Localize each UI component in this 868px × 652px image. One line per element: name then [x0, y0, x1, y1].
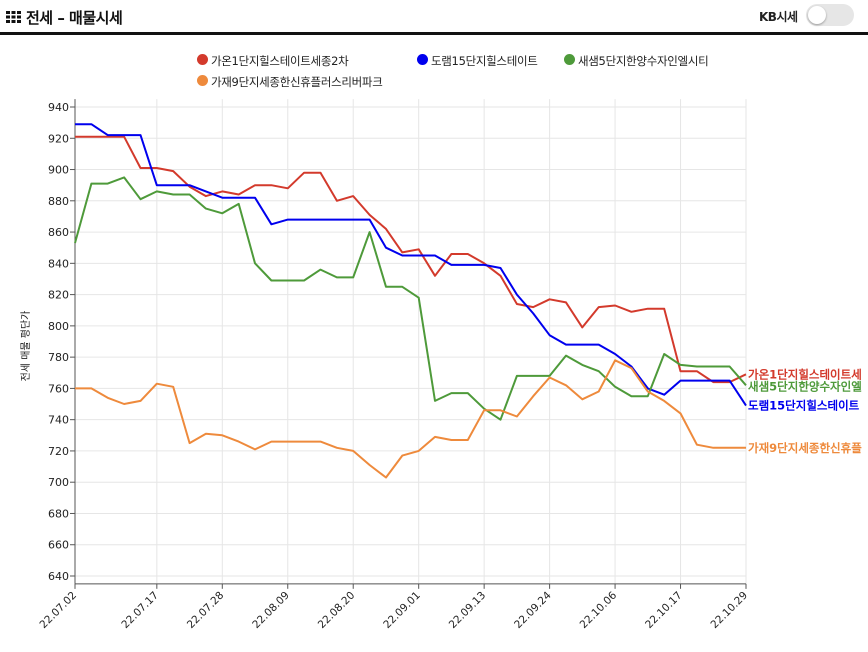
- y-tick-label: 800: [48, 320, 69, 333]
- series-end-label-4: 가재9단지세종한신휴플: [748, 441, 862, 455]
- y-tick-label: 680: [48, 507, 69, 520]
- x-tick-label: 22.08.09: [250, 589, 292, 631]
- page-title: 전세 – 매물시세: [26, 9, 123, 27]
- x-tick-label: 22.10.06: [578, 589, 620, 631]
- y-tick-label: 700: [48, 476, 69, 489]
- legend-dot: [197, 54, 208, 65]
- legend-dot: [417, 54, 428, 65]
- series-line-2: [75, 123, 747, 407]
- series-line-1: [75, 135, 747, 384]
- y-tick-label: 740: [48, 414, 69, 427]
- legend-dot: [564, 54, 575, 65]
- toggle-knob[interactable]: [808, 6, 826, 24]
- grid-icon: [6, 11, 21, 23]
- legend-label: 새샘5단지한양수자인엘시티: [578, 54, 709, 68]
- x-tick-label: 22.07.02: [38, 589, 80, 631]
- y-tick-label: 940: [48, 101, 69, 114]
- series-end-label-1: 가온1단지힐스테이트세: [748, 367, 862, 381]
- kb-price-toggle-label: KB시세: [759, 10, 798, 24]
- x-tick-label: 22.08.20: [316, 589, 358, 631]
- legend-label: 도램15단지힐스테이트: [431, 54, 538, 68]
- series-end-labels: 가온1단지힐스테이트세새샘5단지한양수자인엘도램15단지힐스테이트가재9단지세종…: [748, 367, 862, 454]
- x-tick-label: 22.07.17: [119, 589, 161, 631]
- series-end-label-3: 새샘5단지한양수자인엘: [748, 379, 862, 393]
- series-line-3: [74, 176, 747, 421]
- y-tick-label: 920: [48, 132, 69, 145]
- x-tick-label: 22.09.01: [381, 589, 423, 631]
- x-tick-label: 22.10.29: [709, 589, 751, 631]
- legend-dot: [197, 75, 208, 86]
- chart-legend: 가온1단지힐스테이트세종2차 도램15단지힐스테이트 새샘5단지한양수자인엘시티…: [0, 52, 868, 92]
- y-tick-label: 820: [48, 289, 69, 302]
- x-tick-label: 22.07.28: [185, 589, 227, 631]
- x-tick-label: 22.10.17: [643, 589, 685, 631]
- line-chart: 640 660 680 700 720 740 760 780 800 820 840 860 880 9…: [20, 99, 862, 631]
- y-tick-label: 840: [48, 257, 69, 270]
- header-divider: [0, 32, 868, 35]
- y-tick-label: 720: [48, 445, 69, 458]
- y-tick-label: 660: [48, 539, 69, 552]
- series-line-4: [75, 359, 746, 479]
- y-tick-label: 640: [48, 570, 69, 583]
- legend-label: 가재9단지세종한신휴플러스리버파크: [211, 75, 383, 89]
- page-header: 전세 – 매물시세 KB시세: [0, 0, 868, 35]
- y-tick-label: 780: [48, 351, 69, 364]
- y-axis-label: 전세 매물 평단가: [20, 311, 32, 382]
- y-tick-label: 860: [48, 226, 69, 239]
- series-end-label-2: 도램15단지힐스테이트: [748, 399, 860, 413]
- y-tick-label: 880: [48, 195, 69, 208]
- y-tick-label: 900: [48, 164, 69, 177]
- grid-lines: [74, 99, 747, 584]
- axes: 640 660 680 700 720 740 760 780 800 820 840 860 880 9…: [38, 99, 751, 631]
- kb-price-toggle[interactable]: [806, 4, 854, 26]
- series-lines: [74, 123, 747, 479]
- x-tick-label: 22.09.24: [512, 589, 554, 631]
- x-tick-label: 22.09.13: [447, 589, 489, 631]
- legend-label: 가온1단지힐스테이트세종2차: [211, 54, 349, 68]
- y-tick-label: 760: [48, 382, 69, 395]
